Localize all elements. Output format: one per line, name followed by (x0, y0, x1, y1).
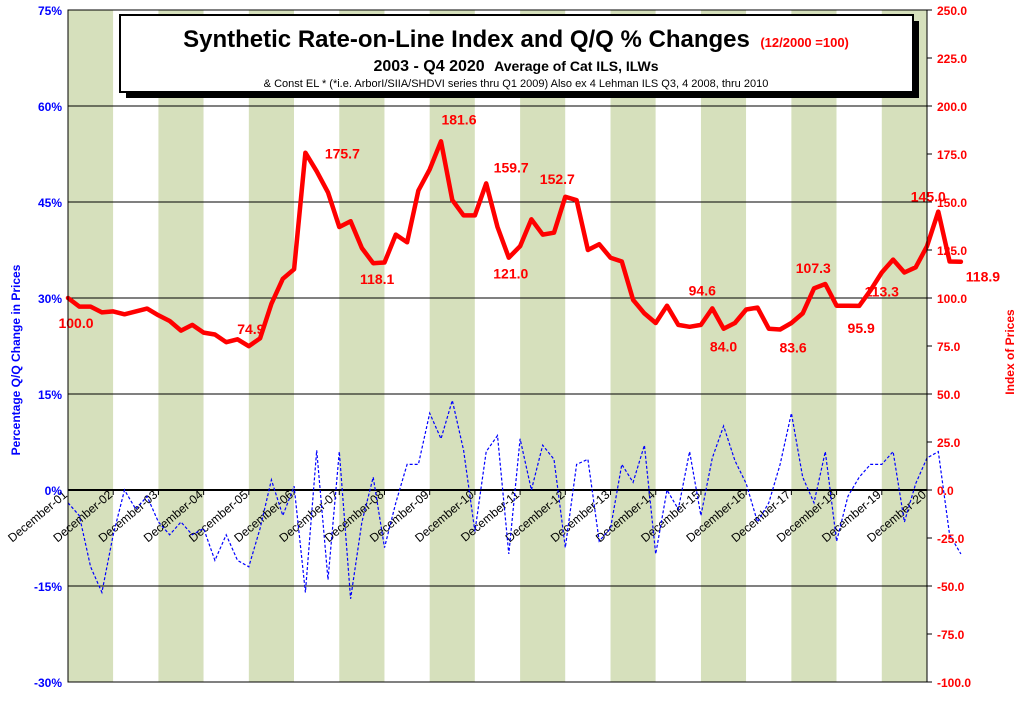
point-annotation: 175.7 (325, 146, 360, 162)
right-tick-label: 125.0 (937, 244, 967, 258)
year-band (474, 10, 521, 682)
year-band (655, 10, 701, 682)
point-annotation: 152.7 (540, 171, 575, 187)
right-tick-label: 175.0 (937, 148, 967, 162)
year-band (248, 10, 295, 682)
point-annotation: 74.9 (237, 321, 264, 337)
point-annotation: 94.6 (689, 282, 716, 298)
chart-title-line: Synthetic Rate-on-Line Index and Q/Q % C… (183, 26, 849, 53)
right-tick-label: 150.0 (937, 196, 967, 210)
right-tick-label: -75.0 (937, 628, 965, 642)
index-line (65, 139, 964, 349)
point-annotation: 113.3 (865, 283, 899, 299)
right-tick-label: 100.0 (937, 292, 967, 306)
right-tick-label: 225.0 (937, 52, 967, 66)
left-tick-label: 30% (38, 292, 62, 306)
point-annotation: 83.6 (779, 339, 806, 355)
year-band (158, 10, 204, 682)
point-annotation: 121.0 (493, 266, 528, 282)
point-annotation: 145.0 (911, 189, 946, 205)
year-band (203, 10, 249, 682)
year-band (339, 10, 385, 682)
right-axis: -100.0 -75.0 -50.0 -25.0 0.0 25.0 50.0 75.0 100.… (927, 4, 971, 690)
point-annotation: 95.9 (848, 320, 875, 336)
change-series (67, 398, 962, 599)
year-band (746, 10, 792, 682)
year-band (294, 10, 340, 682)
chart-subtitle-line: 2003 - Q4 2020 Average of Cat ILS, ILWs (373, 58, 658, 75)
point-annotations: 100.0 74.9 175.7 118.1 181.6 159.7 121.0 152.7 8… (58, 111, 1000, 355)
right-tick-label: 50.0 (937, 388, 961, 402)
left-tick-label: 15% (38, 388, 62, 402)
point-annotation: 159.7 (494, 159, 529, 175)
chart-subtitle-normal: Average of Cat ILS, ILWs (494, 58, 659, 74)
chart-title: Synthetic Rate-on-Line Index and Q/Q % C… (183, 26, 750, 53)
left-tick-label: 75% (38, 4, 62, 18)
left-tick-label: -30% (34, 676, 62, 690)
left-axis: -30% -15% 0% 15% 30% 45% 60% 75% (34, 4, 62, 690)
plot-frame (67, 9, 928, 683)
right-tick-label: -25.0 (937, 532, 965, 546)
right-tick-label: 75.0 (937, 340, 961, 354)
right-tick-label: 250.0 (937, 4, 967, 18)
year-band (565, 10, 611, 682)
year-band (881, 10, 927, 682)
title-box: Synthetic Rate-on-Line Index and Q/Q % C… (119, 14, 919, 98)
y-axis-label-left: Percentage Q/Q Change in Prices (9, 264, 23, 455)
plot-bands (68, 10, 927, 682)
year-band (68, 10, 114, 682)
year-band (384, 10, 430, 682)
right-tick-label: 200.0 (937, 100, 967, 114)
right-tick-label: -100.0 (937, 676, 971, 690)
point-annotation: 107.3 (796, 260, 831, 276)
point-annotation: 84.0 (710, 339, 737, 355)
year-band (700, 10, 747, 682)
point-annotation: 118.1 (360, 271, 394, 287)
year-band (610, 10, 656, 682)
year-band (113, 10, 159, 682)
right-tick-label: 0.0 (937, 484, 954, 498)
year-band (520, 10, 566, 682)
left-tick-label: 0% (45, 484, 63, 498)
point-annotation: 118.9 (966, 269, 1000, 285)
point-annotation: 181.6 (441, 111, 476, 127)
chart-title-note: (12/2000 =100) (760, 35, 849, 50)
change-line (67, 398, 962, 599)
year-band (791, 10, 837, 682)
year-band (836, 10, 882, 682)
y-axis-label-right: Index of Prices (1003, 309, 1017, 395)
left-tick-label: -15% (34, 580, 62, 594)
index-series (65, 139, 964, 349)
year-band (429, 10, 475, 682)
point-annotation: 100.0 (58, 315, 93, 331)
left-tick-label: 45% (38, 196, 62, 210)
right-tick-label: 25.0 (937, 436, 961, 450)
right-tick-label: -50.0 (937, 580, 965, 594)
left-tick-label: 60% (38, 100, 62, 114)
chart-subtitle-bold: 2003 - Q4 2020 (373, 58, 484, 75)
chart-subtitle-2: & Const EL * (*i.e. ArborI/SIIA/SHDVI se… (264, 78, 769, 90)
